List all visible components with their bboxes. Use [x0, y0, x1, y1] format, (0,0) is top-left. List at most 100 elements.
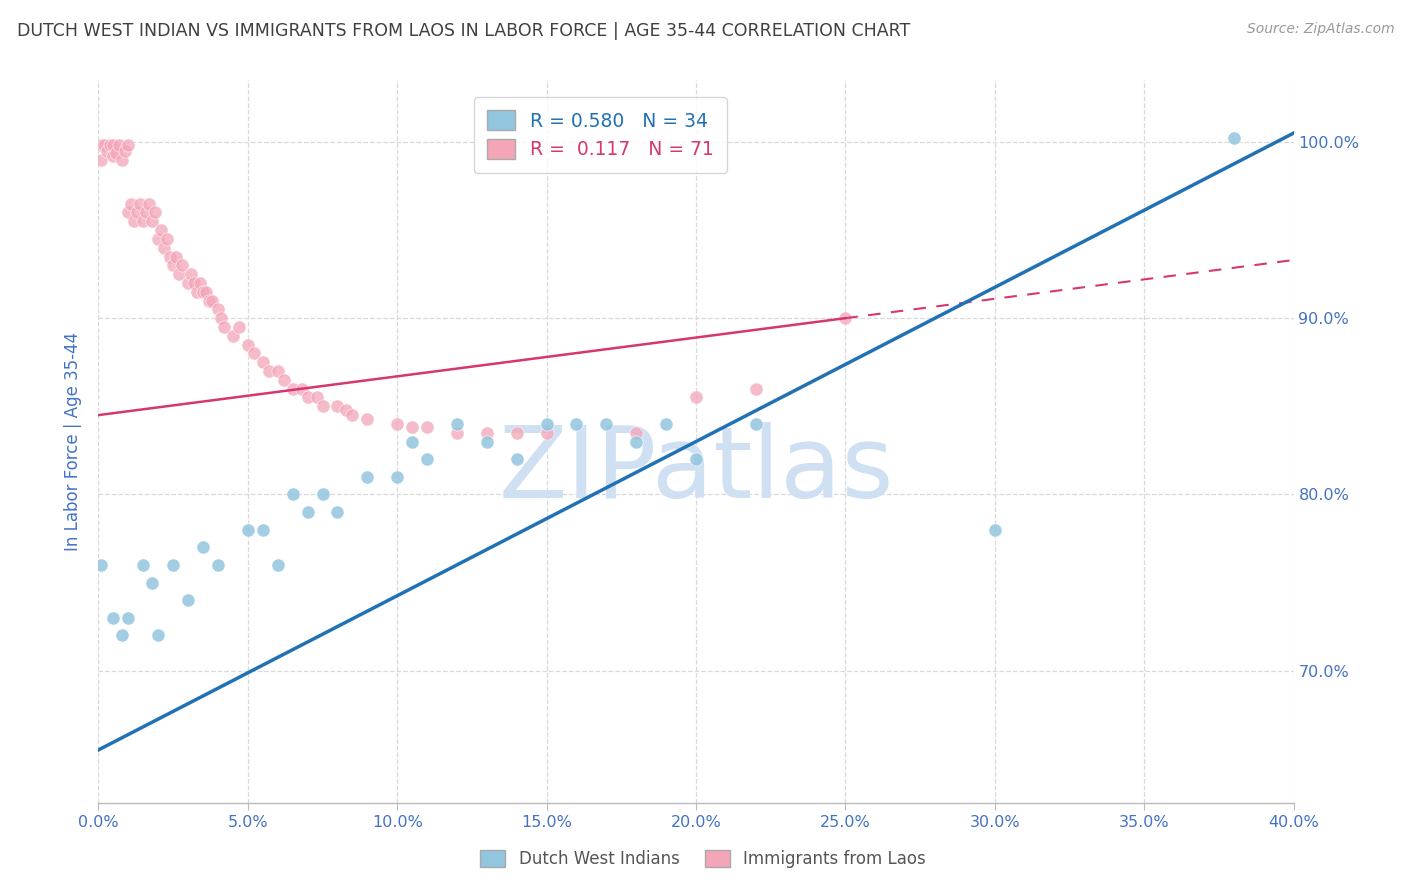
Point	[156, 232, 179, 246]
Point	[984, 523, 1007, 537]
Point	[356, 411, 378, 425]
Point	[311, 399, 333, 413]
Text: Source: ZipAtlas.com: Source: ZipAtlas.com	[1247, 22, 1395, 37]
Point	[127, 205, 149, 219]
Point	[129, 196, 152, 211]
Point	[311, 487, 333, 501]
Point	[207, 302, 229, 317]
Point	[172, 258, 194, 272]
Point	[198, 293, 221, 308]
Point	[228, 320, 250, 334]
Point	[273, 373, 295, 387]
Point	[685, 391, 707, 405]
Point	[252, 355, 274, 369]
Point	[305, 391, 328, 405]
Point	[188, 276, 211, 290]
Point	[195, 285, 218, 299]
Point	[506, 425, 529, 440]
Point	[135, 205, 157, 219]
Point	[212, 320, 235, 334]
Point	[96, 144, 118, 158]
Text: ZIPatlas: ZIPatlas	[498, 422, 894, 519]
Point	[291, 382, 314, 396]
Legend: Dutch West Indians, Immigrants from Laos: Dutch West Indians, Immigrants from Laos	[472, 842, 934, 877]
Point	[132, 214, 155, 228]
Point	[108, 138, 131, 153]
Point	[385, 417, 409, 431]
Point	[335, 402, 357, 417]
Point	[745, 417, 768, 431]
Text: DUTCH WEST INDIAN VS IMMIGRANTS FROM LAOS IN LABOR FORCE | AGE 35-44 CORRELATION: DUTCH WEST INDIAN VS IMMIGRANTS FROM LAO…	[17, 22, 910, 40]
Point	[165, 250, 187, 264]
Point	[446, 417, 468, 431]
Point	[159, 250, 181, 264]
Point	[536, 417, 558, 431]
Point	[243, 346, 266, 360]
Point	[655, 417, 678, 431]
Point	[117, 611, 139, 625]
Point	[626, 434, 648, 449]
Point	[297, 391, 319, 405]
Point	[148, 232, 170, 246]
Point	[252, 523, 274, 537]
Point	[506, 452, 529, 467]
Point	[90, 558, 112, 572]
Point	[150, 223, 173, 237]
Point	[595, 417, 617, 431]
Point	[90, 153, 112, 167]
Point	[114, 144, 136, 158]
Point	[191, 541, 214, 555]
Point	[132, 558, 155, 572]
Point	[105, 145, 128, 160]
Point	[236, 337, 259, 351]
Point	[90, 138, 112, 153]
Point	[103, 149, 125, 163]
Point	[236, 523, 259, 537]
Point	[267, 558, 290, 572]
Point	[209, 311, 232, 326]
Point	[745, 382, 768, 396]
Point	[117, 138, 139, 153]
Point	[834, 311, 856, 326]
Point	[117, 205, 139, 219]
Point	[401, 434, 423, 449]
Point	[257, 364, 280, 378]
Point	[167, 267, 190, 281]
Point	[385, 470, 409, 484]
Point	[475, 425, 498, 440]
Point	[177, 593, 200, 607]
Point	[565, 417, 588, 431]
Point	[143, 205, 166, 219]
Point	[120, 196, 142, 211]
Y-axis label: In Labor Force | Age 35-44: In Labor Force | Age 35-44	[63, 332, 82, 551]
Point	[141, 214, 163, 228]
Point	[326, 505, 349, 519]
Point	[626, 425, 648, 440]
Point	[153, 241, 176, 255]
Point	[475, 434, 498, 449]
Point	[267, 364, 290, 378]
Point	[103, 611, 125, 625]
Legend: R = 0.580   N = 34, R =  0.117   N = 71: R = 0.580 N = 34, R = 0.117 N = 71	[474, 97, 727, 172]
Point	[111, 153, 134, 167]
Point	[416, 452, 439, 467]
Point	[281, 487, 304, 501]
Point	[124, 214, 146, 228]
Point	[281, 382, 304, 396]
Point	[342, 408, 364, 422]
Point	[183, 276, 205, 290]
Point	[162, 258, 184, 272]
Point	[111, 628, 134, 642]
Point	[98, 138, 122, 153]
Point	[148, 628, 170, 642]
Point	[141, 575, 163, 590]
Point	[356, 470, 378, 484]
Point	[685, 452, 707, 467]
Point	[201, 293, 224, 308]
Point	[326, 399, 349, 413]
Point	[93, 138, 115, 153]
Point	[536, 425, 558, 440]
Point	[1223, 131, 1246, 145]
Point	[207, 558, 229, 572]
Point	[138, 196, 160, 211]
